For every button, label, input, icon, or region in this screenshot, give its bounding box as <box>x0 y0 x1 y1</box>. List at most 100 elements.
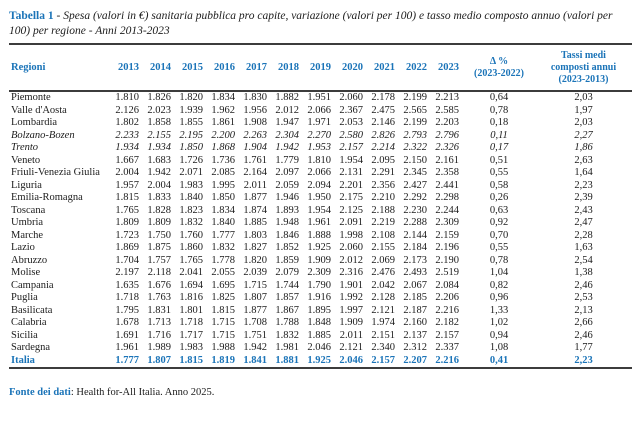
year-value-cell: 2.298 <box>435 192 459 203</box>
column-header-year: 2020 <box>335 45 367 92</box>
year-value-cell: 1.826 <box>147 92 171 103</box>
year-value-cell: 1.953 <box>307 142 331 153</box>
year-value-cell: 1.815 <box>115 192 139 203</box>
year-value-cell: 1.954 <box>307 204 331 216</box>
year-value-cell: 1.909 <box>339 317 363 328</box>
year-value-cell: 2.441 <box>435 179 459 191</box>
year-value-cell: 2.476 <box>371 267 395 278</box>
column-header-year: 2017 <box>239 45 271 92</box>
delta-value-cell: 0,26 <box>489 192 509 203</box>
region-name-cell: Italia <box>11 354 35 366</box>
table-body: Piemonte 1.810 1.826 1.820 1.834 1.830 1.882 1.… <box>9 91 632 368</box>
tasso-value-cell: 2,63 <box>574 154 593 166</box>
year-value-cell: 2.197 <box>115 267 139 278</box>
year-value-cell: 1.715 <box>211 317 235 328</box>
year-value-cell: 1.888 <box>307 229 331 241</box>
year-value-cell: 1.946 <box>275 192 299 203</box>
delta-value-cell: 0,55 <box>489 167 509 178</box>
year-value-cell: 1.832 <box>275 329 299 341</box>
region-name-cell: Valle d'Aosta <box>11 104 67 116</box>
year-value-cell: 2.085 <box>211 167 235 178</box>
tasso-value-cell: 2,46 <box>574 279 593 291</box>
year-value-cell: 1.841 <box>243 354 267 366</box>
tasso-value-cell: 1,77 <box>574 342 593 353</box>
region-name-cell: Friuli-Venezia Giulia <box>11 167 100 178</box>
column-header-year: 2018 <box>271 45 303 92</box>
year-value-cell: 1.717 <box>179 329 203 341</box>
year-value-cell: 2.585 <box>435 104 459 116</box>
year-value-cell: 1.925 <box>307 354 331 366</box>
tasso-value-cell: 2,27 <box>574 129 593 141</box>
year-value-cell: 2.108 <box>371 229 395 241</box>
year-value-cell: 1.819 <box>211 354 235 366</box>
column-header-year: 2019 <box>303 45 335 92</box>
year-value-cell: 1.761 <box>243 154 267 166</box>
year-value-cell: 1.874 <box>243 204 267 216</box>
year-value-cell: 1.989 <box>147 342 171 353</box>
delta-value-cell: 0,70 <box>489 229 509 241</box>
year-value-cell: 1.757 <box>147 254 171 266</box>
region-name-cell: Liguria <box>11 179 42 191</box>
year-value-cell: 2.155 <box>147 129 171 141</box>
year-value-cell: 1.820 <box>179 92 203 103</box>
year-value-cell: 1.790 <box>307 279 331 291</box>
year-value-cell: 2.358 <box>435 167 459 178</box>
year-value-cell: 2.367 <box>339 104 363 116</box>
tasso-value-cell: 1,63 <box>574 242 593 253</box>
source-note: Fonte dei dati: Health for-All Italia. A… <box>9 386 632 399</box>
year-value-cell: 1.807 <box>243 292 267 303</box>
year-value-cell: 1.998 <box>339 229 363 241</box>
year-value-cell: 1.694 <box>179 279 203 291</box>
region-name-cell: Veneto <box>11 154 41 166</box>
year-value-cell: 1.947 <box>275 117 299 128</box>
year-value-cell: 1.961 <box>307 217 331 228</box>
year-value-cell: 2.066 <box>307 104 331 116</box>
year-value-cell: 1.802 <box>115 117 139 128</box>
year-value-cell: 1.765 <box>179 254 203 266</box>
delta-value-cell: 0,82 <box>489 279 509 291</box>
year-value-cell: 1.704 <box>115 254 139 266</box>
region-name-cell: Sicilia <box>11 329 38 341</box>
year-value-cell: 1.832 <box>179 217 203 228</box>
year-value-cell: 1.942 <box>243 342 267 353</box>
year-value-cell: 2.161 <box>435 154 459 166</box>
year-value-cell: 1.788 <box>275 317 299 328</box>
year-value-cell: 1.723 <box>115 229 139 241</box>
year-value-cell: 1.810 <box>307 154 331 166</box>
year-value-cell: 2.079 <box>275 267 299 278</box>
year-value-cell: 2.071 <box>179 167 203 178</box>
year-value-cell: 2.012 <box>275 104 299 116</box>
table-number-label: Tabella 1 <box>9 10 54 22</box>
year-value-cell: 1.834 <box>211 204 235 216</box>
year-value-cell: 2.060 <box>339 242 363 253</box>
region-name-cell: Abruzzo <box>11 254 48 266</box>
column-header-tassi: Tassi medi composti annui (2023-2013) <box>535 45 632 92</box>
year-value-cell: 1.777 <box>211 229 235 241</box>
year-value-cell: 1.715 <box>211 329 235 341</box>
year-value-cell: 2.230 <box>403 204 427 216</box>
year-value-cell: 2.067 <box>403 279 427 291</box>
column-header-year: 2013 <box>111 45 143 92</box>
year-value-cell: 2.155 <box>371 242 395 253</box>
year-value-cell: 1.809 <box>147 217 171 228</box>
year-value-cell: 2.042 <box>371 279 395 291</box>
year-value-cell: 2.199 <box>403 117 427 128</box>
year-value-cell: 1.893 <box>275 204 299 216</box>
year-value-cell: 1.803 <box>243 229 267 241</box>
year-value-cell: 2.041 <box>179 267 203 278</box>
tasso-value-cell: 2,43 <box>574 204 593 216</box>
year-value-cell: 2.233 <box>115 129 139 141</box>
year-value-cell: 1.934 <box>147 142 171 153</box>
year-value-cell: 1.825 <box>211 292 235 303</box>
tasso-value-cell: 2,39 <box>574 192 593 203</box>
year-value-cell: 2.337 <box>435 342 459 353</box>
year-value-cell: 1.807 <box>147 354 171 366</box>
year-value-cell: 2.356 <box>371 179 395 191</box>
year-value-cell: 2.316 <box>339 267 363 278</box>
year-value-cell: 2.210 <box>371 192 395 203</box>
tasso-value-cell: 2,54 <box>574 254 593 266</box>
year-value-cell: 2.151 <box>371 329 395 341</box>
year-value-cell: 1.635 <box>115 279 139 291</box>
year-value-cell: 2.188 <box>371 204 395 216</box>
tasso-value-cell: 2,47 <box>574 217 593 228</box>
